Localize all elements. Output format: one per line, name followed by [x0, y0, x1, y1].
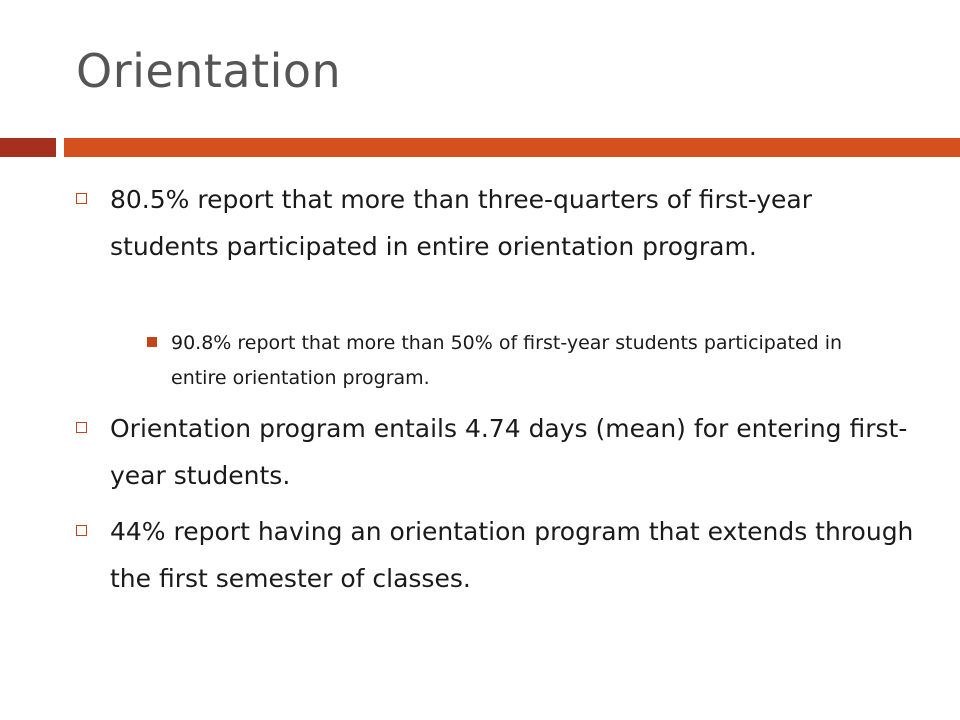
bullet-item: 44% report having an orientation program…: [76, 508, 926, 602]
filled-square-bullet-icon: [147, 337, 157, 347]
hollow-square-bullet-icon: [76, 525, 87, 536]
hollow-square-bullet-icon: [76, 193, 87, 204]
sub-bullet-text: 90.8% report that more than 50% of first…: [171, 332, 843, 389]
title-rule-accent: [0, 138, 56, 157]
bullet-item: Orientation program entails 4.74 days (m…: [76, 405, 926, 499]
bullet-text: 80.5% report that more than three-quarte…: [110, 185, 813, 261]
sub-bullet-item: 90.8% report that more than 50% of first…: [147, 326, 887, 396]
hollow-square-bullet-icon: [76, 422, 87, 433]
bullet-text: 44% report having an orientation program…: [110, 517, 914, 593]
title-rule-bar: [64, 138, 960, 157]
slide-title: Orientation: [76, 44, 342, 98]
bullet-text: Orientation program entails 4.74 days (m…: [110, 414, 908, 490]
bullet-item: 80.5% report that more than three-quarte…: [76, 176, 926, 270]
